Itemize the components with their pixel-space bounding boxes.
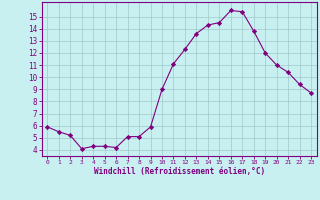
X-axis label: Windchill (Refroidissement éolien,°C): Windchill (Refroidissement éolien,°C) [94,167,265,176]
